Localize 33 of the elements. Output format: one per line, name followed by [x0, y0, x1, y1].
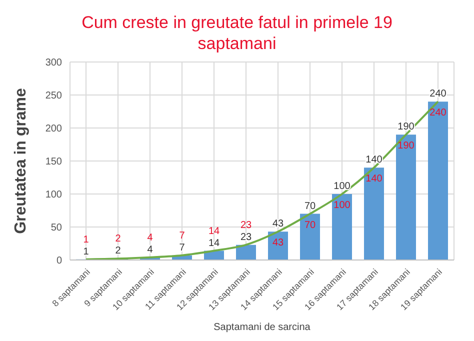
- y-tick-label: 300: [45, 58, 62, 69]
- data-label: 14: [208, 226, 220, 237]
- data-label: 100: [334, 181, 351, 192]
- data-label: 2: [115, 234, 122, 245]
- data-label: 2: [115, 246, 122, 257]
- data-label: 100: [334, 200, 351, 211]
- y-tick-label: 100: [45, 190, 62, 201]
- data-label: 4: [147, 244, 154, 256]
- y-tick-label: 250: [45, 90, 62, 102]
- data-label: 23: [240, 220, 252, 231]
- data-label: 140: [366, 174, 383, 185]
- data-label: 23: [240, 232, 252, 243]
- data-label: 140: [366, 154, 383, 166]
- x-axis-title: Saptamani de sarcina: [214, 322, 311, 333]
- data-label: 240: [430, 108, 447, 119]
- data-label: 240: [430, 88, 447, 100]
- data-label: 7: [179, 242, 186, 254]
- data-label: 1: [83, 246, 90, 258]
- y-axis-title: Greutatea in grame: [12, 88, 30, 234]
- data-label: 43: [272, 218, 284, 230]
- chart-title: Cum creste in greutate fatul in primele 19 saptamani: [80, 12, 394, 54]
- data-label: 70: [304, 200, 316, 212]
- data-label: 190: [398, 140, 415, 152]
- data-label: 7: [179, 230, 186, 242]
- y-tick-label: 0: [56, 256, 62, 267]
- y-tick-label: 200: [45, 124, 62, 135]
- y-tick-label: 150: [45, 156, 62, 168]
- data-label: 1: [83, 234, 90, 246]
- data-label: 70: [304, 220, 316, 231]
- y-tick-label: 50: [50, 222, 62, 234]
- data-label: 43: [272, 238, 284, 249]
- data-label: 14: [208, 238, 220, 249]
- data-label: 4: [147, 232, 154, 244]
